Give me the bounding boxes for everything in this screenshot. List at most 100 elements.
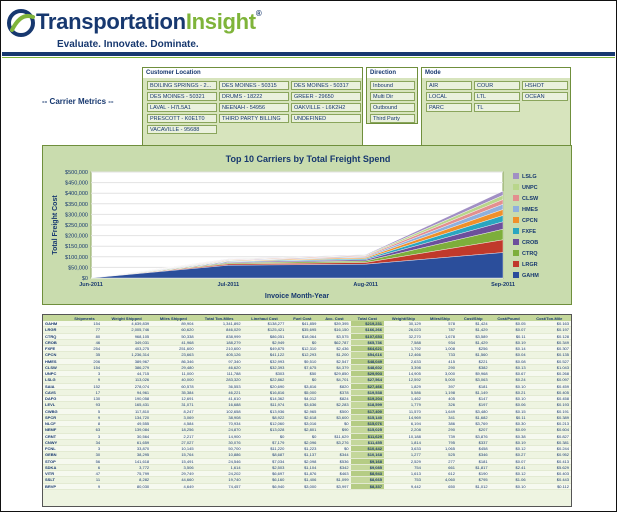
direction-item[interactable]: Inbound bbox=[370, 81, 415, 90]
mode-item[interactable]: AIR bbox=[426, 81, 472, 90]
table-cell: $3,480 bbox=[456, 408, 490, 415]
mode-item[interactable]: LTL bbox=[474, 92, 520, 101]
carrier-code-cell: GEBN bbox=[43, 451, 67, 459]
table-cell: 49,555 bbox=[102, 420, 152, 428]
column-header[interactable]: Weight Shipped bbox=[102, 315, 152, 321]
table-row[interactable]: SPCR 9 134,720 3,069 38,908 $8,922 $2,618 $3,60… bbox=[43, 414, 571, 422]
table-cell: $2.41 bbox=[489, 464, 528, 472]
table-cell: $8,922 bbox=[242, 414, 287, 422]
column-header[interactable]: Cost/Pound bbox=[489, 315, 528, 321]
customer-location-item[interactable]: DES MOINES - 50317 bbox=[291, 81, 361, 90]
table-row[interactable]: CRNT 3 30,564 2,217 14,900 $0 $0 $11,629 $11,629… bbox=[43, 433, 571, 440]
table-cell: 733 bbox=[422, 351, 457, 359]
y-tick-label: $350,000 bbox=[65, 202, 88, 208]
table-cell: 1,649 bbox=[422, 408, 457, 415]
table-row[interactable]: FXFE 254 403,275 251,600 210,600 $49,875 $12,3… bbox=[43, 345, 571, 353]
table-cell: $1,137 bbox=[286, 451, 319, 459]
table-row[interactable]: VITR 47 75,799 29,749 24,202 $6,697 $1,876 $463… bbox=[43, 470, 571, 478]
table-row[interactable]: CLSW 154 386,279 29,480 46,620 $32,393 $7,675 $… bbox=[43, 364, 571, 372]
table-row[interactable]: CROB 46 349,031 41,968 188,279 $2,949 $0 $62,78… bbox=[43, 339, 571, 347]
mode-item[interactable]: PARC bbox=[426, 103, 472, 112]
table-cell: 190,058 bbox=[102, 395, 152, 403]
mode-item[interactable]: COUR bbox=[474, 81, 520, 90]
customer-location-item[interactable]: PRESCOTT - K0E1T0 bbox=[147, 114, 217, 123]
table-row[interactable]: NEMF 63 139,084 18,256 24,870 $13,028 $2,801 $9… bbox=[43, 426, 571, 434]
column-header[interactable]: Total Cost bbox=[350, 315, 384, 321]
table-row[interactable]: CPCN 35 1,236,314 23,663 405,126 $41,122 $12,2… bbox=[43, 351, 571, 359]
brand-logo[interactable]: TransportationInsight® Evaluate. Innovat… bbox=[6, 6, 326, 50]
table-cell: 3 bbox=[66, 433, 103, 440]
column-header[interactable]: Shipments bbox=[66, 315, 103, 321]
table-cell: $0.413 bbox=[527, 458, 571, 465]
table-row[interactable]: SDKA 6 3,772 3,506 1,614 $2,503 $1,104 $342 $9,0… bbox=[43, 464, 571, 472]
table-row[interactable]: FCNL 3 33,870 10,145 50,700 $11,220 $1,223 $0 $1… bbox=[43, 445, 571, 453]
table-row[interactable]: BRVP 9 80,030 4,649 74,457 $6,940 $3,000 $3,997… bbox=[43, 483, 571, 490]
table-row[interactable]: DAFG 130 190,058 12,691 41,610 $14,362 $4,012 $… bbox=[43, 395, 571, 403]
table-row[interactable]: CAVS 17 94,961 35,384 46,221 $16,816 $5,000 $37… bbox=[43, 389, 571, 397]
table-cell: 36,553 bbox=[195, 383, 243, 390]
customer-location-item[interactable]: LAVAL - H7L5A1 bbox=[147, 103, 217, 112]
table-cell: 612 bbox=[422, 470, 457, 478]
customer-location-item[interactable]: DES MOINES - 50321 bbox=[147, 92, 217, 101]
mode-item[interactable]: LOCAL bbox=[426, 92, 472, 101]
table-cell: $795 bbox=[456, 476, 490, 484]
column-header[interactable]: Total Ton-Miles bbox=[195, 315, 243, 321]
table-row[interactable]: SSLT 11 8,282 44,660 19,740 $6,160 $1,406 $1,09… bbox=[43, 476, 571, 484]
legend-swatch-lslg bbox=[513, 173, 519, 179]
table-row[interactable]: STOP 56 141,618 15,491 24,546 $7,034 $2,098 $53… bbox=[43, 458, 571, 465]
y-tick-label: $0 bbox=[82, 276, 88, 282]
table-row[interactable]: LSLG 9 113,026 40,000 283,320 $22,862 $0 $4,701… bbox=[43, 376, 571, 384]
table-row[interactable]: CWBG 5 117,810 8,247 102,658 $13,936 $2,965 $50… bbox=[43, 408, 571, 415]
customer-location-item[interactable]: DRUMS - 18222 bbox=[219, 92, 289, 101]
column-header[interactable] bbox=[43, 315, 67, 321]
table-cell: 3,506 bbox=[151, 464, 196, 472]
customer-location-item[interactable]: NEENAH - 54956 bbox=[219, 103, 289, 112]
table-row[interactable]: HMES 206 389,967 86,346 97,340 $32,993 $9,510 $… bbox=[43, 358, 571, 365]
table-row[interactable]: LEVL 93 165,431 31,071 16,688 $11,974 $3,636 $2… bbox=[43, 401, 571, 409]
table-cell: 283,320 bbox=[195, 376, 243, 384]
table-cell: 525 bbox=[422, 451, 457, 459]
table-row[interactable]: CTRQ 80 968,105 50,338 838,999 $86,051 $18,064… bbox=[43, 333, 571, 340]
direction-item[interactable]: Outbound bbox=[370, 103, 415, 112]
customer-location-item[interactable]: OAKVILLE - L6K2H2 bbox=[291, 103, 361, 112]
table-cell: $0.244 bbox=[527, 445, 571, 453]
table-cell: 12,466 bbox=[383, 351, 423, 359]
table-cell: $0.604 bbox=[527, 426, 571, 434]
customer-location-item[interactable]: UNDEFINED bbox=[291, 114, 361, 123]
customer-location-item[interactable]: BOILING SPRINGS - 2... bbox=[147, 81, 217, 90]
column-header[interactable]: Weight/Ship bbox=[383, 315, 423, 321]
table-row[interactable]: LRGR 77 2,005,746 60,620 846,029 $125,421 $35,… bbox=[43, 326, 571, 334]
direction-item[interactable]: Third Party bbox=[370, 114, 415, 123]
table-cell: $48,602 bbox=[350, 364, 384, 372]
customer-location-item[interactable]: VACAVILLE - 95688 bbox=[147, 125, 217, 134]
column-header[interactable]: Miles/Ship bbox=[422, 315, 457, 321]
y-tick-label: $400,000 bbox=[65, 191, 88, 197]
direction-item[interactable]: Multi Dir bbox=[370, 92, 415, 101]
customer-location-item[interactable]: GREER - 29650 bbox=[291, 92, 361, 101]
carrier-code-cell: NEMF bbox=[43, 426, 67, 434]
column-header[interactable]: Cost/Ship bbox=[456, 315, 490, 321]
column-header[interactable]: Linehaul Cost bbox=[242, 315, 287, 321]
y-tick-label: $50,000 bbox=[68, 265, 88, 271]
table-cell: 44,660 bbox=[151, 476, 196, 484]
mode-item[interactable]: OCEAN bbox=[522, 92, 568, 101]
table-row[interactable]: GEBN 30 38,295 15,764 10,886 $8,687 $1,137 $344… bbox=[43, 451, 571, 459]
table-row[interactable]: GAHM 154 4,639,839 89,904 1,341,892 $138,277 $… bbox=[43, 321, 571, 328]
table-cell: 2,005,746 bbox=[102, 326, 152, 334]
customer-location-item[interactable]: THIRD PARTY BILLING bbox=[219, 114, 289, 123]
table-cell: 1,814 bbox=[383, 439, 423, 447]
table-cell: $346 bbox=[456, 451, 490, 459]
column-header[interactable]: Fuel Cost bbox=[286, 315, 319, 321]
mode-item[interactable]: HSHOT bbox=[522, 81, 568, 90]
column-header[interactable]: Miles Shipped bbox=[151, 315, 196, 321]
y-tick-label: $450,000 bbox=[65, 181, 88, 187]
table-row[interactable]: NLCF 8 49,555 4,584 70,934 $12,060 $3,016 $0 $15… bbox=[43, 420, 571, 428]
table-row[interactable]: SAIA 152 278,074 60,578 36,553 $20,690 $3,816 $… bbox=[43, 383, 571, 390]
mode-item[interactable]: TL bbox=[474, 103, 520, 112]
table-row[interactable]: CNWY 34 61,659 27,027 30,076 $7,179 $2,096 $3,2… bbox=[43, 439, 571, 447]
customer-location-item[interactable]: DES MOINES - 50315 bbox=[219, 81, 289, 90]
table-row[interactable]: UNPC 3 44,715 11,000 111,788 $303 $50 $29,850 $2… bbox=[43, 370, 571, 378]
column-header[interactable]: Acc. Cost bbox=[318, 315, 351, 321]
column-header[interactable]: Cost/Ton-Mile bbox=[527, 315, 571, 321]
carrier-metrics-title: -- Carrier Metrics -- bbox=[42, 97, 114, 106]
